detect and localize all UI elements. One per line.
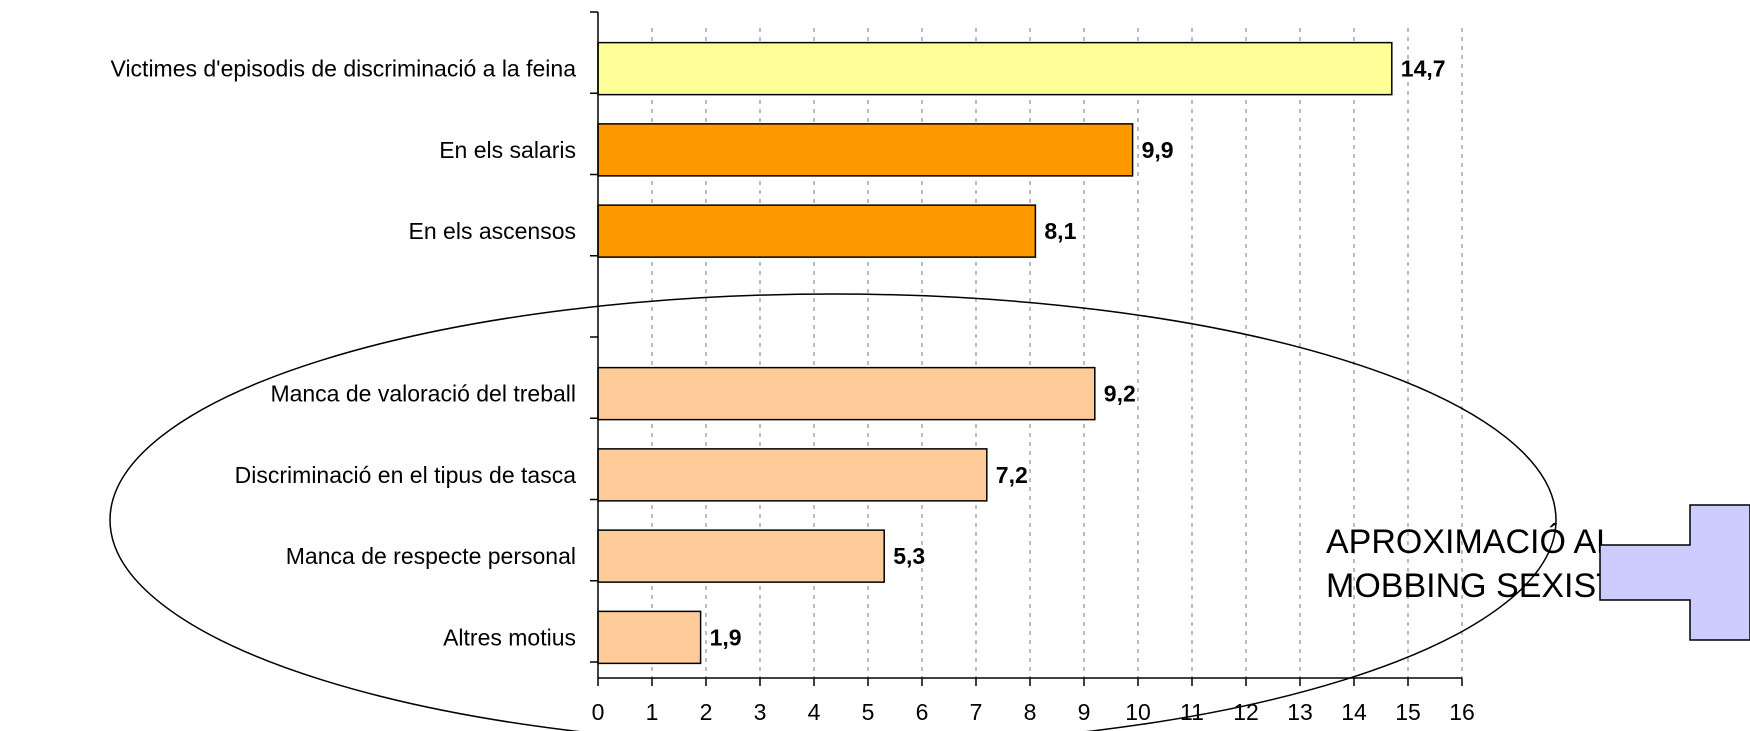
value-label-2: 8,1 bbox=[1044, 218, 1076, 244]
x-tick-label-0: 0 bbox=[592, 699, 605, 725]
axes bbox=[590, 11, 1463, 686]
category-labels: Victimes d'episodis de discriminació a l… bbox=[111, 56, 577, 651]
bar-7 bbox=[597, 610, 702, 665]
bar-1 bbox=[597, 123, 1134, 177]
category-label-4: Manca de valoració del treball bbox=[270, 381, 576, 407]
annotation-line-1: APROXIMACIÓ AL bbox=[1326, 523, 1615, 561]
bar-2 bbox=[597, 204, 1037, 258]
value-label-1: 9,9 bbox=[1142, 137, 1174, 163]
value-labels: 14,7 9,9 8,1 9,2 7,2 5,3 1,9 bbox=[710, 56, 1446, 651]
x-tick-label-2: 2 bbox=[700, 699, 713, 725]
x-tick-label-13: 13 bbox=[1287, 699, 1313, 725]
annotation-line-2: MOBBING SEXISTA bbox=[1326, 567, 1637, 605]
category-label-6: Manca de respecte personal bbox=[286, 543, 576, 569]
x-tick-label-5: 5 bbox=[862, 699, 875, 725]
category-label-0: Victimes d'episodis de discriminació a l… bbox=[111, 56, 577, 82]
x-tick-label-9: 9 bbox=[1078, 699, 1091, 725]
grouping-ellipse bbox=[109, 293, 1557, 731]
x-tick-label-15: 15 bbox=[1395, 699, 1421, 725]
x-tick-label-4: 4 bbox=[808, 699, 821, 725]
x-tick-label-8: 8 bbox=[1024, 699, 1037, 725]
value-label-7: 1,9 bbox=[710, 624, 742, 650]
value-label-4: 9,2 bbox=[1104, 381, 1136, 407]
category-label-1: En els salaris bbox=[439, 137, 576, 163]
bars bbox=[597, 41, 1393, 665]
x-tick-label-10: 10 bbox=[1125, 699, 1151, 725]
x-tick-label-14: 14 bbox=[1341, 699, 1367, 725]
value-label-5: 7,2 bbox=[996, 462, 1028, 488]
x-tick-label-16: 16 bbox=[1449, 699, 1475, 725]
bar-4 bbox=[597, 366, 1096, 421]
x-tick-label-6: 6 bbox=[916, 699, 929, 725]
bar-0 bbox=[597, 41, 1393, 96]
category-label-5: Discriminació en el tipus de tasca bbox=[235, 462, 577, 488]
annotation-group: APROXIMACIÓ AL MOBBING SEXISTA bbox=[109, 293, 1750, 731]
value-label-6: 5,3 bbox=[893, 543, 925, 569]
category-label-7: Altres motius bbox=[443, 624, 576, 650]
bar-5 bbox=[597, 448, 988, 502]
bar-6 bbox=[597, 529, 885, 583]
category-label-2: En els ascensos bbox=[409, 218, 576, 244]
x-tick-labels: 0 1 2 3 4 5 6 7 8 9 10 11 12 13 14 15 16 bbox=[592, 699, 1475, 725]
arrow-icon bbox=[1599, 504, 1750, 641]
x-tick-label-3: 3 bbox=[754, 699, 767, 725]
value-label-0: 14,7 bbox=[1401, 56, 1446, 82]
x-tick-label-1: 1 bbox=[646, 699, 659, 725]
x-tick-label-11: 11 bbox=[1180, 699, 1204, 725]
x-tick-label-7: 7 bbox=[970, 699, 983, 725]
